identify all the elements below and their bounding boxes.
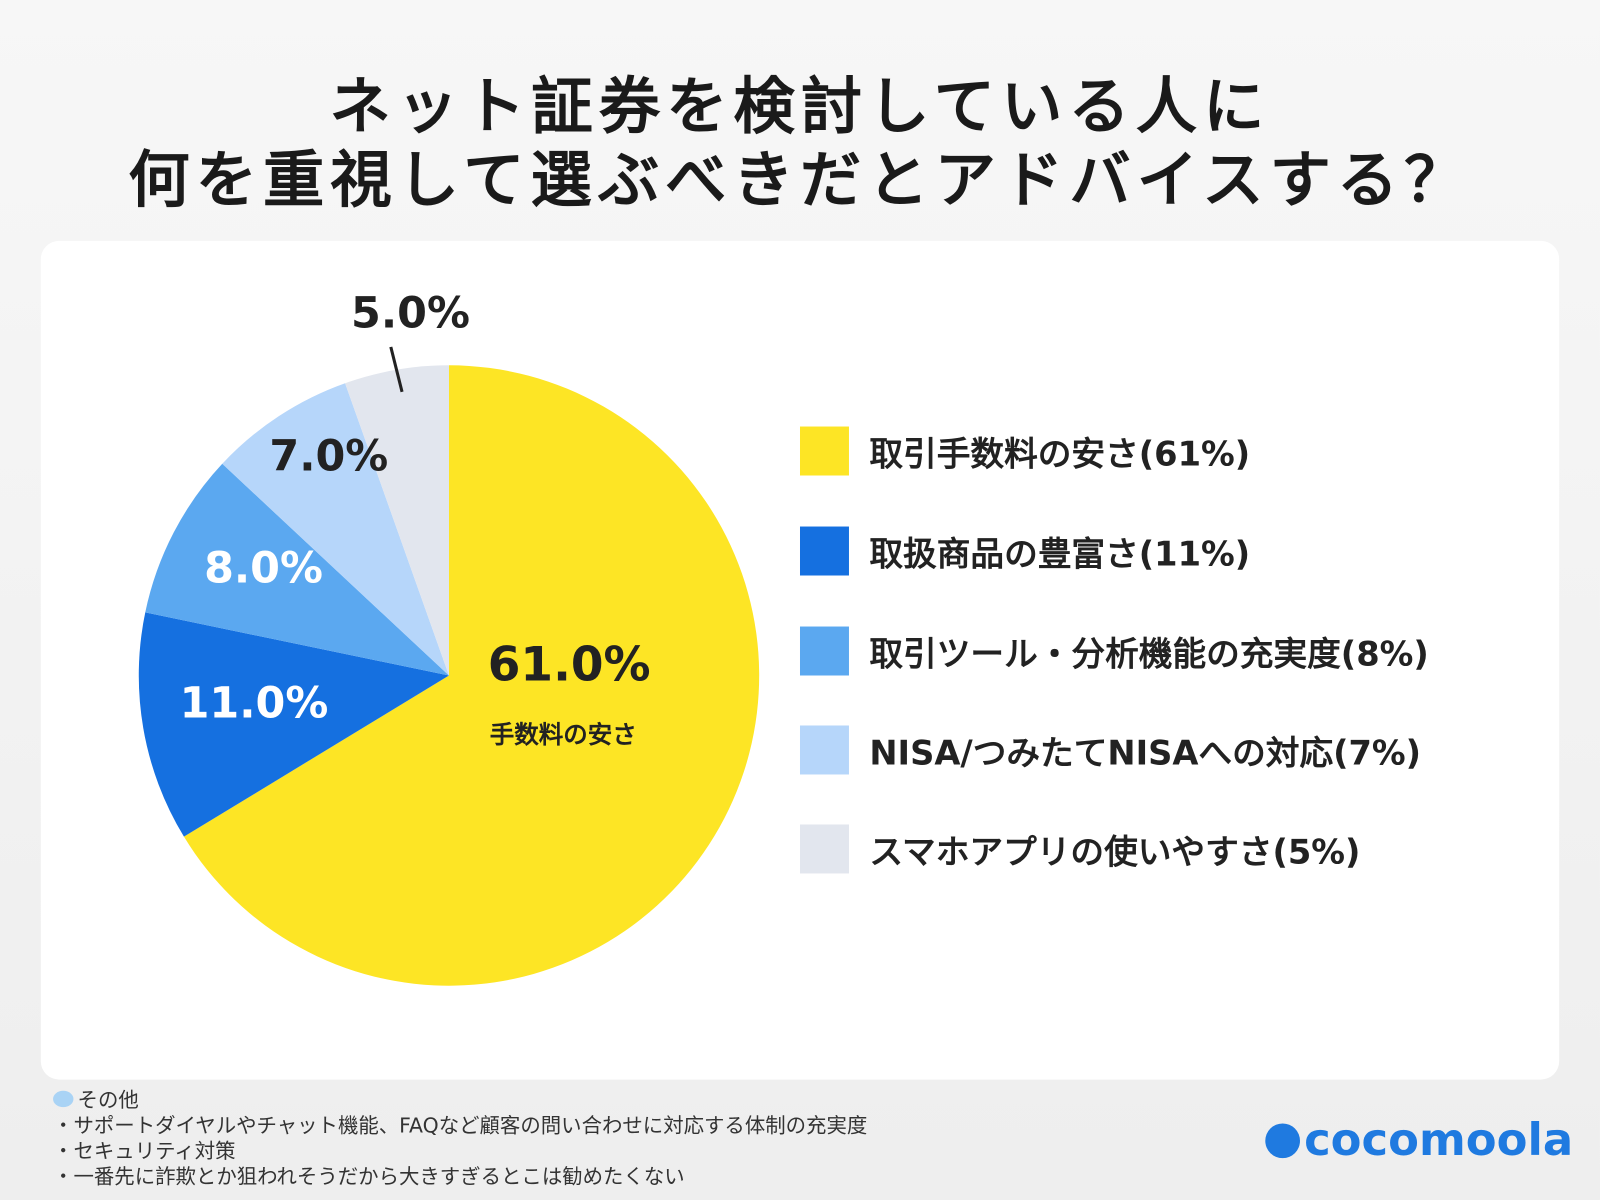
legend-label: 取扱商品の豊富さ(11%) xyxy=(869,533,1251,574)
leader-line xyxy=(389,346,404,393)
slice-label-2: 8.0% xyxy=(204,542,323,593)
slice-sublabel-0: 手数料の安さ xyxy=(489,720,637,749)
legend-label: スマホアプリの使いやすさ(5%) xyxy=(869,831,1361,872)
slice-label-1: 11.0% xyxy=(179,677,329,728)
mascot-icon xyxy=(1265,1122,1300,1158)
legend-swatch xyxy=(799,426,849,476)
legend-label: NISA/つみたてNISAへの対応(7%) xyxy=(869,732,1422,773)
pie-slice-1 xyxy=(138,612,449,837)
legend-item: 取引手数料の安さ(61%) xyxy=(799,426,1251,476)
legend-item: 取扱商品の豊富さ(11%) xyxy=(799,526,1251,576)
legend-label: 取引ツール・分析機能の充実度(8%) xyxy=(869,633,1429,674)
note-item: ・サポートダイヤルやチャット機能、FAQなど顧客の問い合わせに対応する体制の充実… xyxy=(53,1113,868,1138)
note-item: ・一番先に詐欺とか狙われそうだから大きすぎるとこは勧めたくない xyxy=(53,1164,685,1189)
pie-slice-3 xyxy=(222,383,449,676)
other-notes: その他 ・サポートダイヤルやチャット機能、FAQなど顧客の問い合わせに対応する体… xyxy=(53,1088,867,1190)
title-line-1: ネット証券を検討している人に xyxy=(329,71,1271,143)
speech-bubble-icon xyxy=(53,1090,74,1108)
legend-item: スマホアプリの使いやすさ(5%) xyxy=(799,824,1361,874)
slice-label-3: 7.0% xyxy=(269,430,389,481)
slice-label-0: 61.0% xyxy=(487,636,651,692)
legend-swatch xyxy=(799,824,849,874)
legend-swatch xyxy=(799,526,849,576)
notes-heading: その他 xyxy=(77,1087,139,1113)
pie-slice-0 xyxy=(183,365,760,986)
legend-item: NISA/つみたてNISAへの対応(7%) xyxy=(799,725,1422,775)
pie-slice-4 xyxy=(345,365,449,676)
title-line-2: 何を重視して選ぶべきだとアドバイスする？ xyxy=(128,144,1472,217)
legend-item: 取引ツール・分析機能の充実度(8%) xyxy=(799,626,1429,676)
note-item: ・セキュリティ対策 xyxy=(53,1138,236,1164)
slice-label-4: 5.0% xyxy=(351,287,470,338)
legend-label: 取引手数料の安さ(61%) xyxy=(869,433,1251,474)
cocomoola-logo: cocomoola xyxy=(1265,1114,1573,1166)
logo-text: cocomoola xyxy=(1304,1114,1574,1167)
legend-swatch xyxy=(799,725,849,775)
pie-slice-2 xyxy=(145,463,449,676)
legend-swatch xyxy=(799,626,849,676)
